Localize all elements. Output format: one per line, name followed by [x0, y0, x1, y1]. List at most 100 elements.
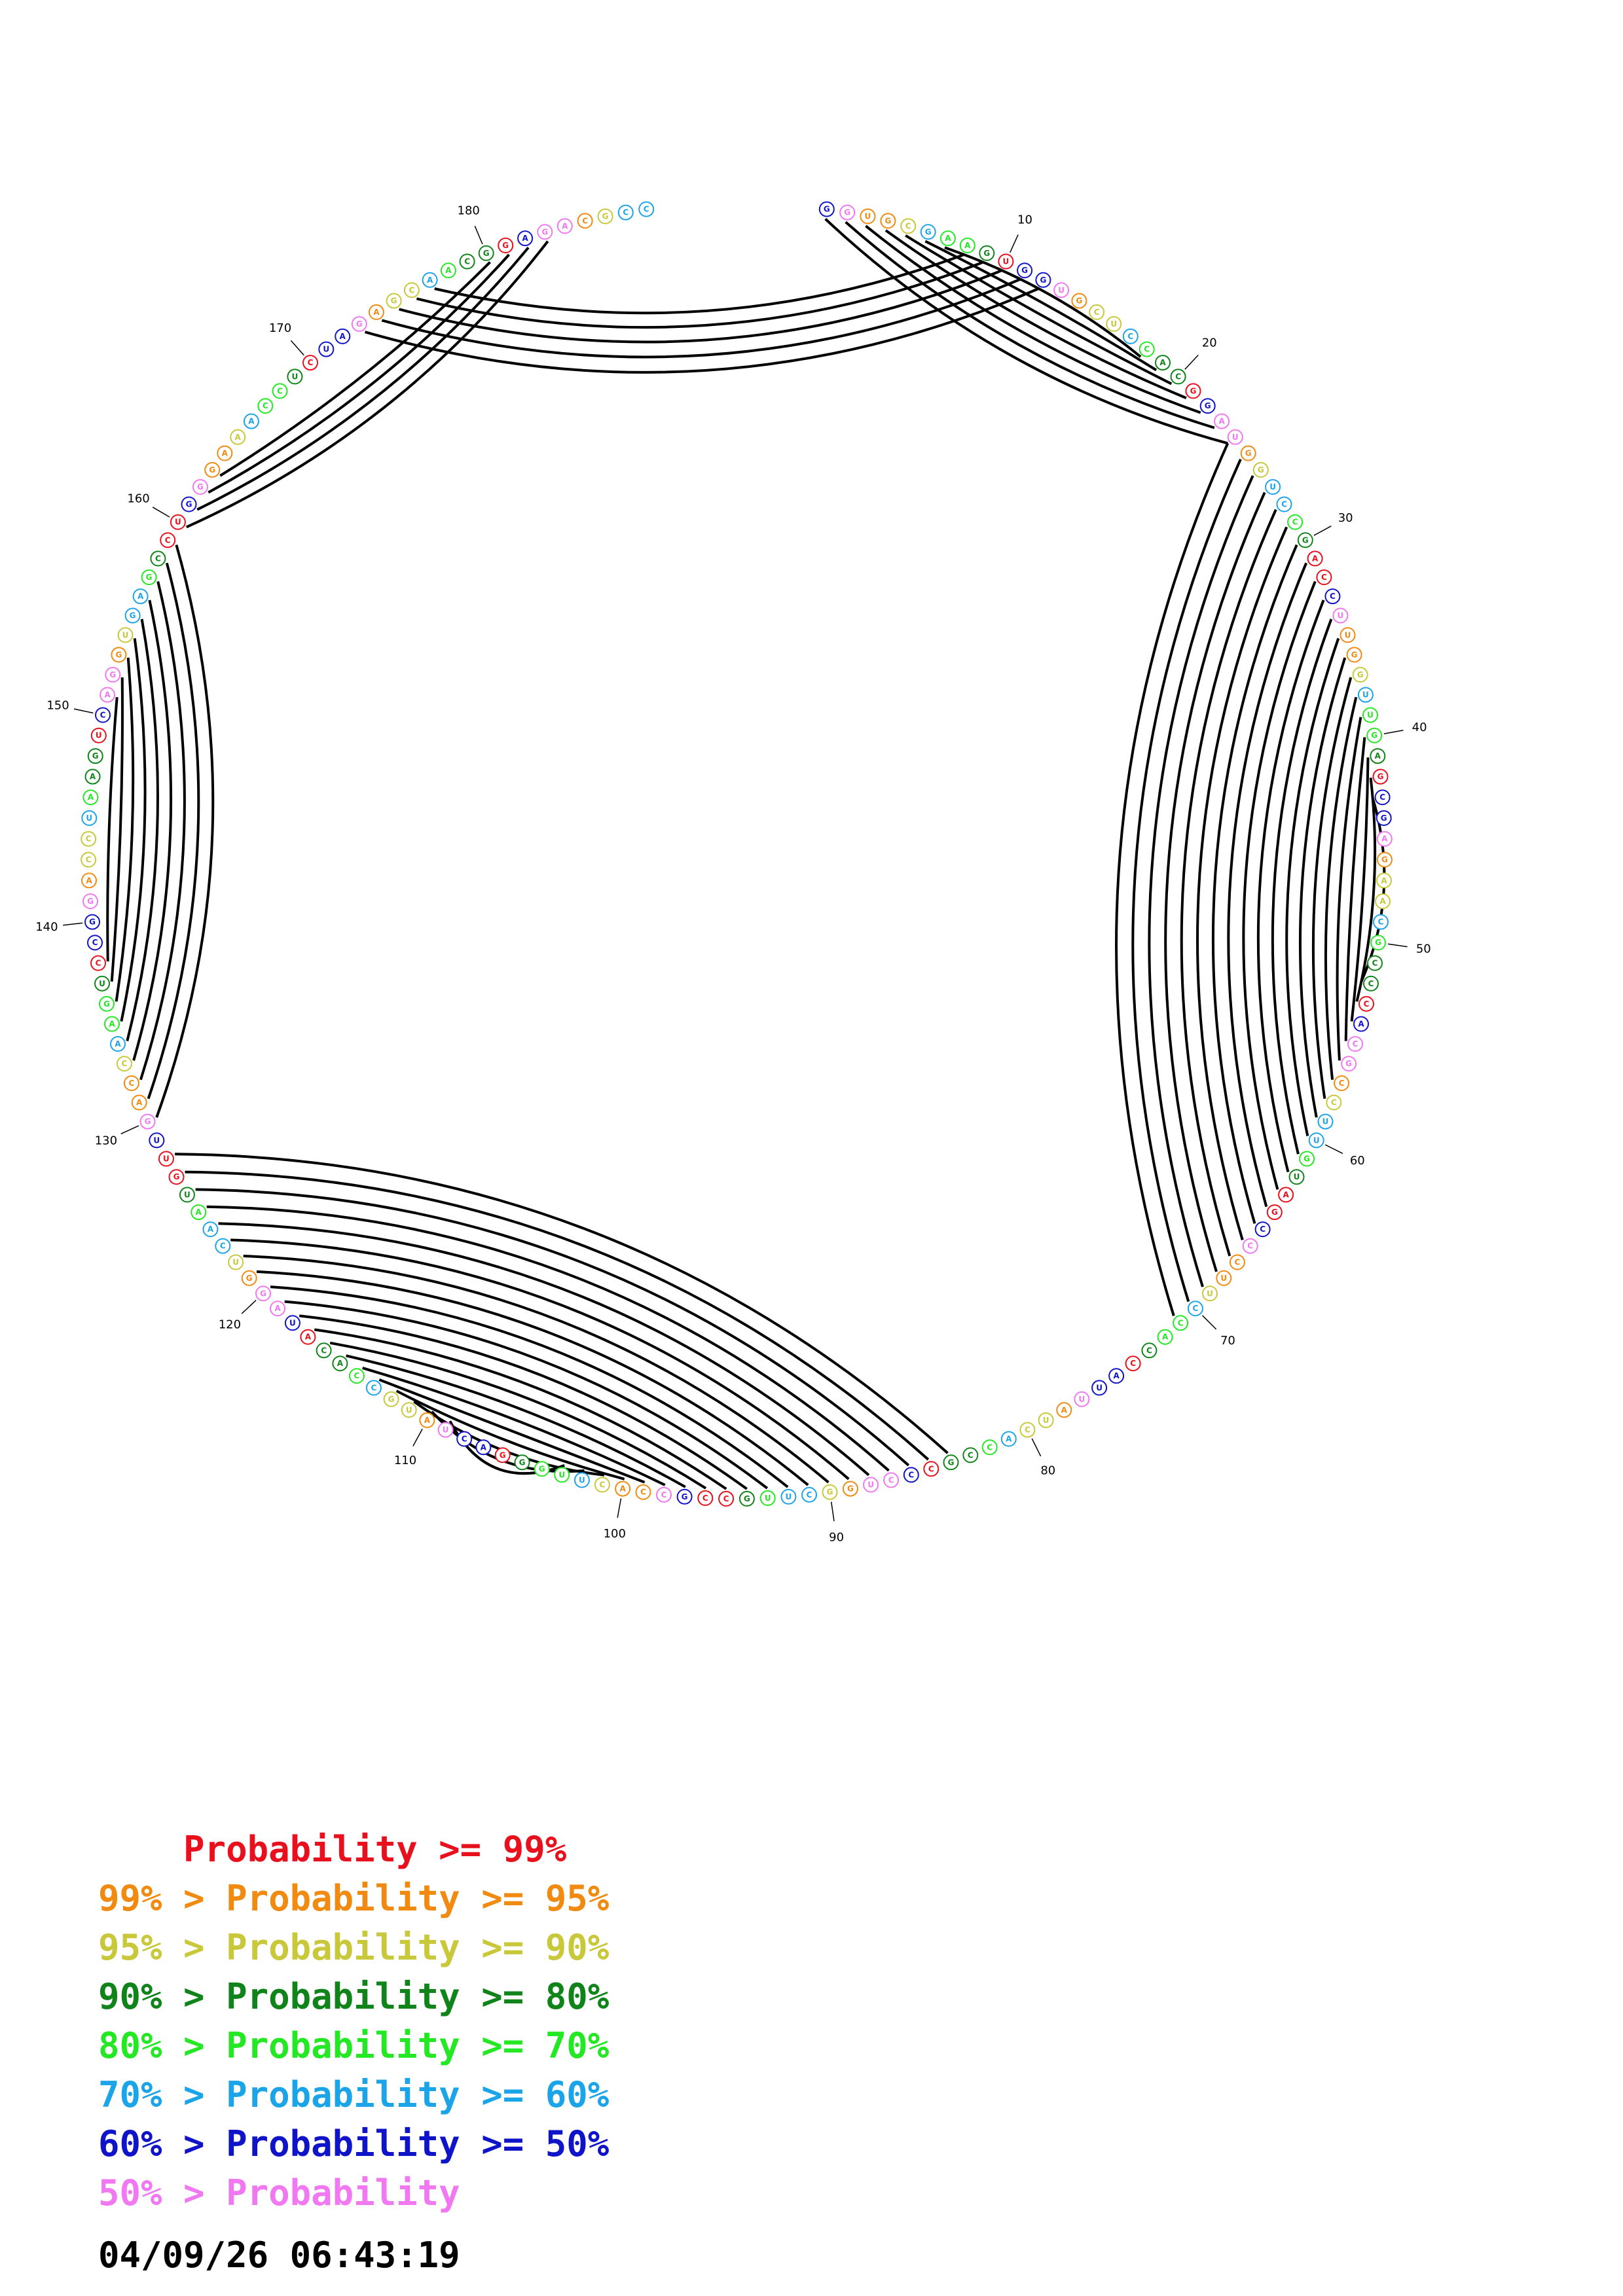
nucleotide-letter: C — [100, 711, 106, 720]
timestamp: 04/09/26 06:43:19 — [98, 2234, 460, 2276]
base-pair-arc — [147, 562, 200, 1100]
tick-label: 130 — [95, 1134, 117, 1147]
nucleotide-letter: G — [145, 1117, 151, 1126]
nucleotide-letter: G — [1381, 855, 1388, 865]
nucleotide: G — [1372, 768, 1389, 785]
nucleotide: C — [1324, 588, 1341, 605]
legend-row: 60% > Probability >= 50% — [98, 2119, 609, 2168]
nucleotide-ring: G G U GCGAAGUGGUGCUCCACGGAUGGUCCGACCUUGGUUG… — [81, 201, 1393, 1507]
nucleotide: C — [160, 532, 176, 548]
nucleotide-letter: A — [208, 1225, 214, 1234]
nucleotide: C — [123, 1075, 139, 1091]
nucleotide: U — [90, 727, 107, 744]
nucleotide-circle — [1288, 1169, 1305, 1185]
nucleotide: C — [617, 204, 634, 221]
nucleotide: A — [1278, 1187, 1294, 1203]
nucleotide-letter: G — [246, 1274, 253, 1283]
nucleotide-letter: G — [1371, 731, 1377, 740]
nucleotide-letter: A — [136, 1098, 143, 1107]
nucleotide-letter: A — [1379, 897, 1386, 906]
nucleotide: G — [1071, 293, 1087, 309]
nucleotide-letter: A — [481, 1443, 487, 1452]
nucleotide-circle — [1035, 272, 1051, 288]
tick-label: 140 — [35, 920, 58, 934]
nucleotide-circle — [1170, 368, 1186, 385]
nucleotide: A — [615, 1480, 631, 1497]
base-pair-arc — [110, 677, 124, 982]
nucleotide-letter: C — [1175, 372, 1181, 381]
nucleotide-circle — [300, 1329, 316, 1345]
nucleotide-circle — [1202, 1285, 1218, 1302]
nucleotide-circle — [943, 1454, 959, 1471]
nucleotide-circle — [1185, 383, 1201, 399]
nucleotide: U — [1074, 1391, 1090, 1407]
nucleotide-letter: U — [1043, 1416, 1049, 1425]
nucleotide-letter: C — [409, 285, 414, 295]
nucleotide: U — [1053, 282, 1070, 298]
base-pair-arc — [1311, 677, 1353, 1099]
nucleotide: G — [920, 224, 936, 240]
nucleotide: G — [111, 647, 127, 663]
legend-text: Probability >= 80% — [226, 1976, 610, 2017]
legend-text: Probability >= 95% — [226, 1878, 610, 1919]
nucleotide-letter: U — [1269, 482, 1276, 492]
nucleotide-circle — [1214, 413, 1230, 429]
nucleotide-letter: G — [1375, 938, 1381, 947]
nucleotide: A — [104, 1016, 120, 1032]
tick-label: 170 — [269, 321, 291, 335]
nucleotide-circle — [494, 1447, 511, 1463]
nucleotide-circle — [1287, 514, 1304, 530]
nucleotide-letter: C — [464, 257, 470, 266]
nucleotide-circle — [962, 1447, 979, 1463]
nucleotide-circle — [191, 1204, 207, 1221]
nucleotide: C — [1359, 996, 1374, 1012]
base-pair-arc — [196, 247, 530, 511]
nucleotide: C — [883, 1472, 900, 1488]
tick-label: 120 — [219, 1318, 241, 1332]
nucleotide: C — [903, 1467, 919, 1483]
nucleotide: C — [697, 1490, 714, 1506]
nucleotide: G — [1341, 1056, 1357, 1072]
tick-line — [73, 708, 94, 714]
nucleotide-letter: C — [86, 834, 92, 844]
nucleotide: G — [87, 748, 103, 764]
nucleotide-letter: C — [723, 1494, 729, 1503]
nucleotide-letter: A — [337, 1359, 344, 1368]
nucleotide-circle — [1242, 1238, 1258, 1254]
nucleotide: C — [638, 201, 655, 217]
nucleotide-letter: A — [196, 1208, 202, 1217]
nucleotide: U — [1202, 1285, 1218, 1302]
nucleotide: G — [84, 914, 100, 930]
nucleotide: C — [718, 1490, 735, 1507]
nucleotide-circle — [1346, 647, 1362, 663]
nucleotide-letter: U — [292, 372, 299, 381]
base-pair-arc — [106, 697, 119, 961]
base-pair-arc — [139, 581, 186, 1081]
nucleotide-letter: G — [109, 670, 116, 679]
nucleotide-circle — [1157, 1329, 1173, 1345]
nucleotide-letter: C — [807, 1490, 812, 1499]
nucleotide-circle — [99, 996, 115, 1012]
nucleotide-circle — [1376, 852, 1393, 868]
base-pair-arc — [1115, 442, 1230, 1316]
nucleotide-circle — [335, 328, 351, 344]
nucleotide-letter: C — [599, 1480, 605, 1490]
nucleotide: C — [302, 355, 318, 371]
nucleotide-letter: G — [1377, 772, 1384, 781]
nucleotide-letter: C — [1353, 1039, 1359, 1049]
nucleotide: G — [1376, 810, 1392, 826]
nucleotide-letter: A — [1283, 1190, 1289, 1199]
nucleotide: G — [842, 1480, 858, 1497]
nucleotide-circle — [192, 479, 208, 495]
nucleotide: G — [1252, 461, 1269, 478]
nucleotide-circle — [123, 1075, 139, 1091]
nucleotide-circle — [1141, 1342, 1158, 1359]
nucleotide: C — [257, 398, 274, 414]
nucleotide-circle — [243, 413, 259, 429]
nucleotide-letter: U — [1294, 1172, 1300, 1181]
nucleotide-letter: U — [153, 1136, 160, 1145]
nucleotide: A — [1056, 1402, 1072, 1418]
nucleotide: G — [498, 238, 514, 253]
base-pair-arc — [1211, 544, 1298, 1224]
nucleotide-circle — [537, 224, 553, 240]
